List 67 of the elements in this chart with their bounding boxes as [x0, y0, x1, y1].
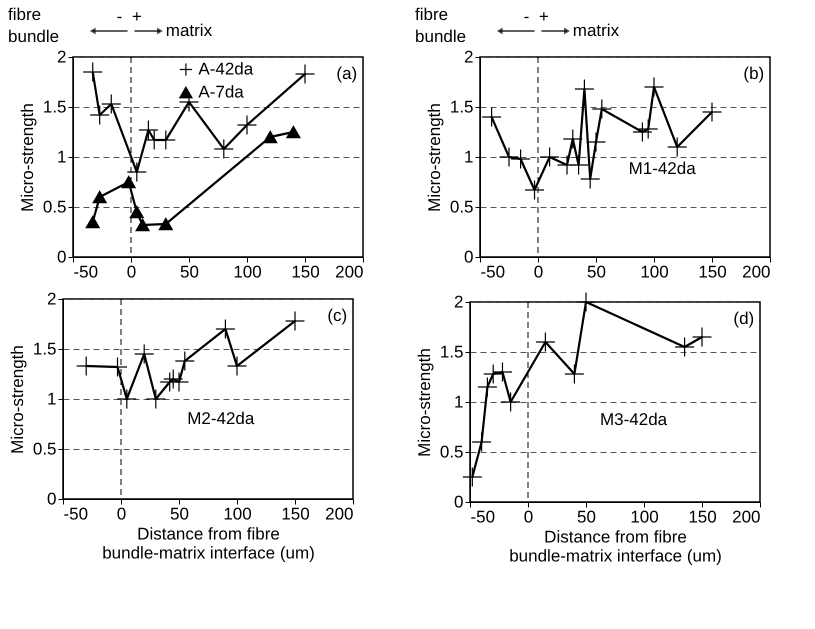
- y-tick-label: 0.5: [32, 440, 56, 458]
- annotation: (d): [733, 309, 754, 328]
- x-axis-title: Distance from fibre bundle-matrix interface (um): [102, 524, 315, 562]
- x-tick-label: 100: [233, 262, 262, 282]
- annotation: (c): [327, 306, 348, 325]
- text: -: [524, 7, 530, 26]
- y-tick-label: 0: [57, 248, 66, 266]
- x-tick-label: 150: [281, 504, 310, 524]
- y-tick-label: 0: [454, 492, 464, 512]
- text: +: [538, 7, 549, 26]
- x-tick-label: 100: [640, 262, 669, 282]
- y-tick-label: 0.5: [450, 198, 474, 216]
- x-tick-label: 100: [630, 508, 659, 526]
- y-tick-label: 1.5: [42, 98, 66, 116]
- y-tick-label: 0.5: [440, 442, 464, 462]
- text: fibre bundle: [415, 5, 466, 46]
- annotation: M3-42da: [600, 410, 668, 429]
- x-tick-label: 200: [732, 508, 760, 526]
- x-tick-label: -50: [74, 262, 98, 282]
- x-tick-label: 0: [116, 504, 126, 524]
- annotation: M1-42da: [628, 159, 696, 178]
- y-tick-label: 2: [464, 48, 474, 66]
- x-tick-label: 200: [742, 262, 770, 282]
- x-tick-label: -50: [480, 262, 506, 282]
- x-tick-label: -50: [470, 508, 496, 526]
- y-axis-title: Micro-strength: [18, 103, 37, 212]
- x-tick-label: 50: [180, 262, 199, 282]
- x-tick-label: -50: [64, 504, 88, 524]
- y-tick-label: 2: [57, 48, 66, 66]
- x-tick-label: 100: [223, 504, 252, 524]
- y-tick-label: 1.5: [32, 340, 56, 358]
- y-axis-title: Micro-strength: [424, 103, 444, 212]
- y-tick-label: 1: [454, 392, 464, 412]
- text: fibre bundle: [8, 5, 60, 46]
- x-tick-label: 150: [698, 262, 727, 282]
- x-tick-label: 50: [170, 504, 189, 524]
- y-tick-label: 0: [47, 490, 56, 508]
- y-tick-label: 2: [454, 292, 464, 312]
- x-tick-label: 50: [577, 508, 596, 526]
- y-tick-label: 1: [47, 390, 56, 408]
- x-tick-label: 150: [291, 262, 320, 282]
- text: matrix: [572, 21, 620, 40]
- annotation: (a): [336, 64, 358, 83]
- text: +: [132, 7, 142, 26]
- annotation: (b): [743, 64, 764, 83]
- x-tick-label: 0: [524, 508, 534, 526]
- y-tick-label: 1: [464, 148, 474, 166]
- legend-label: A-42da: [198, 60, 254, 78]
- y-axis-title: Micro-strength: [8, 345, 27, 454]
- x-tick-label: 200: [335, 262, 364, 282]
- text: matrix: [166, 21, 213, 40]
- legend-label: A-7da: [198, 82, 244, 102]
- x-tick-label: 50: [587, 262, 606, 282]
- x-tick-label: 0: [534, 262, 544, 282]
- y-tick-label: 0.5: [42, 198, 66, 216]
- x-tick-label: 150: [688, 508, 717, 526]
- y-tick-label: 1.5: [440, 342, 464, 362]
- x-tick-label: 200: [325, 504, 354, 524]
- text: -: [116, 7, 122, 26]
- y-tick-label: 1: [57, 148, 66, 166]
- y-tick-label: 0: [464, 248, 474, 266]
- y-tick-label: 1.5: [450, 98, 474, 116]
- annotation: M2-42da: [187, 409, 255, 428]
- x-tick-label: 0: [126, 262, 136, 282]
- x-axis-title: Distance from fibre bundle-matrix interface (um): [509, 528, 722, 566]
- y-axis-title: Micro-strength: [414, 348, 434, 457]
- y-tick-label: 2: [47, 290, 56, 308]
